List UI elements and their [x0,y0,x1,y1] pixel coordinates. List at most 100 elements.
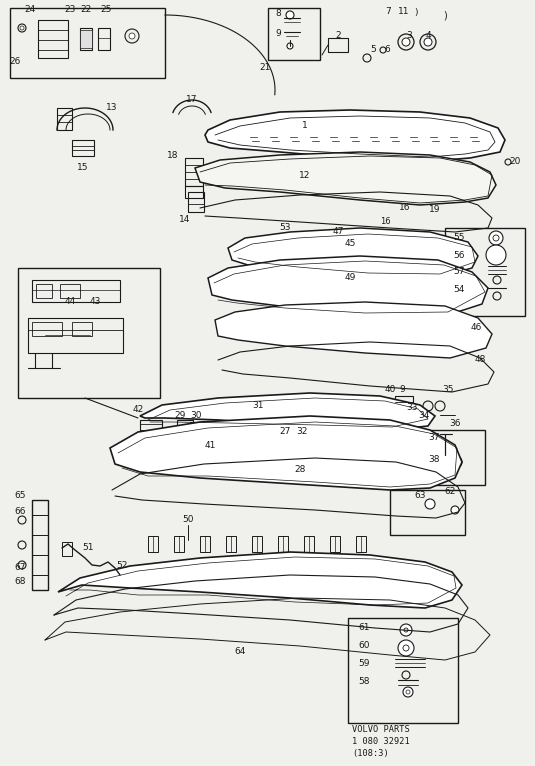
Bar [200,536,210,552]
Text: 56: 56 [453,250,464,260]
Text: 8: 8 [275,9,281,18]
Bar [348,618,458,723]
Text: 36: 36 [449,420,461,428]
Bar [226,536,236,552]
Text: 12: 12 [299,171,311,179]
Text: 51: 51 [82,544,94,552]
Bar [38,20,68,58]
Bar [304,536,314,552]
Text: 60: 60 [358,640,370,650]
Text: 53: 53 [279,224,291,233]
Text: 27: 27 [279,427,291,437]
Bar [140,420,162,436]
Text: 38: 38 [428,456,439,464]
Bar [445,228,525,316]
Bar [10,8,165,78]
Circle shape [287,43,293,49]
Text: 35: 35 [442,385,454,394]
Circle shape [129,33,135,39]
Bar [278,536,288,552]
Text: 45: 45 [345,238,356,247]
Text: VOLVO PARTS
1 080 32921
(108:3): VOLVO PARTS 1 080 32921 (108:3) [352,725,410,758]
Bar [174,536,184,552]
Text: 50: 50 [182,516,194,525]
Bar [72,322,92,336]
Text: 21: 21 [259,64,271,73]
Text: 16: 16 [380,218,391,227]
Text: 33: 33 [406,404,418,413]
Bar [185,158,203,186]
Text: 14: 14 [179,215,190,224]
Bar [430,190,448,202]
Bar [185,186,203,198]
Bar [62,542,72,556]
Bar [32,280,120,302]
Text: 25: 25 [100,5,111,14]
Text: 24: 24 [25,5,36,14]
Polygon shape [228,228,478,278]
Polygon shape [110,416,462,490]
Text: 48: 48 [475,355,486,365]
Bar [32,500,48,590]
Text: 40: 40 [384,385,396,394]
Text: 29: 29 [174,411,186,421]
Text: 61: 61 [358,624,370,633]
Circle shape [493,235,499,241]
Text: 9: 9 [275,30,281,38]
Text: 15: 15 [77,163,89,172]
Text: 62: 62 [444,487,456,496]
Text: 46: 46 [470,323,482,332]
Bar [57,108,72,130]
Circle shape [402,38,410,46]
Bar [356,536,366,552]
Circle shape [450,456,462,468]
Circle shape [425,499,435,509]
Text: 63: 63 [414,490,426,499]
Circle shape [486,245,506,265]
Text: 41: 41 [204,440,216,450]
Text: 43: 43 [89,297,101,306]
Circle shape [398,640,414,656]
Text: 1: 1 [302,120,308,129]
Bar [177,420,193,434]
Text: 65: 65 [14,492,26,500]
Text: 49: 49 [345,273,356,283]
Text: 18: 18 [166,150,178,159]
Circle shape [400,624,412,636]
Text: 52: 52 [116,561,128,571]
Circle shape [403,687,413,697]
Text: 34: 34 [418,411,430,421]
Bar [60,284,80,298]
Bar [188,192,204,212]
Polygon shape [208,256,488,316]
Polygon shape [140,393,435,430]
Bar [328,38,348,52]
Text: 9: 9 [399,385,405,394]
Bar [420,430,485,485]
Text: 22: 22 [80,5,91,14]
Text: 44: 44 [64,297,75,306]
Text: 20: 20 [509,158,521,166]
Bar [80,30,92,48]
Text: 30: 30 [190,411,202,421]
Bar [190,422,206,434]
Text: 42: 42 [132,405,143,414]
Circle shape [489,231,503,245]
Text: 66: 66 [14,508,26,516]
Text: 31: 31 [252,401,264,410]
Text: 57: 57 [453,267,464,277]
Text: 28: 28 [294,466,305,474]
Text: 19: 19 [429,205,441,214]
Circle shape [323,234,327,238]
Bar [330,536,340,552]
Polygon shape [215,302,492,358]
Circle shape [453,459,459,465]
Polygon shape [58,552,462,608]
Bar [148,536,158,552]
Circle shape [20,26,24,30]
Text: 6: 6 [384,45,390,54]
Bar [36,284,52,298]
Circle shape [424,38,432,46]
Text: 13: 13 [106,103,118,113]
Text: ): ) [443,10,447,20]
